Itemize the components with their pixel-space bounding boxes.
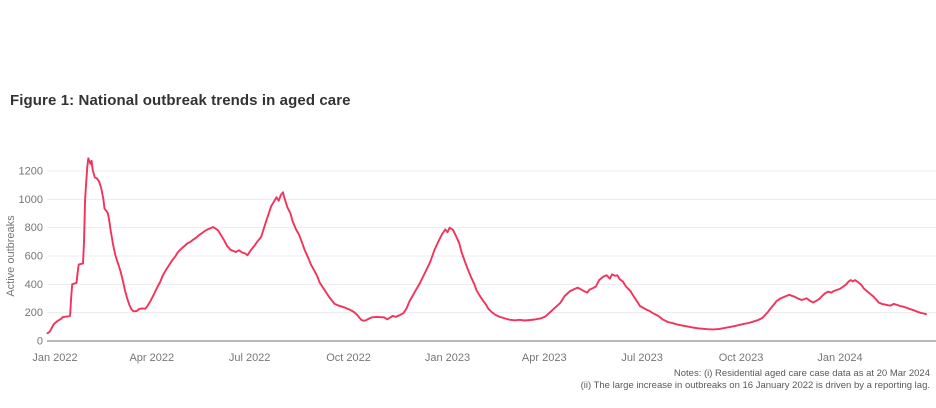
x-tick-label: Oct 2023 [719,352,764,364]
x-tick-label: Apr 2022 [129,352,174,364]
outbreaks-line-series [46,157,927,335]
y-tick-label: 400 [25,279,43,291]
x-tick-label: Oct 2022 [326,352,371,364]
chart-note-line-1: Notes: (i) Residential aged care case da… [673,368,930,379]
y-tick-label: 1000 [19,194,43,206]
x-tick-label: Jan 2023 [425,352,470,364]
x-tick-label: Jan 2024 [817,352,862,364]
chart-notes: Notes: (i) Residential aged care case da… [581,368,930,392]
y-tick-label: 600 [25,251,43,263]
y-axis-title: Active outbreaks [5,215,17,297]
y-tick-label: 800 [25,222,43,234]
y-tick-label: 200 [25,307,43,319]
x-tick-label: Jul 2022 [229,352,271,364]
figure-title: Figure 1: National outbreak trends in ag… [10,92,351,109]
y-tick-label: 1200 [19,166,43,178]
chart-note-line-2: (ii) The large increase in outbreaks on … [580,380,930,391]
x-tick-label: Jan 2022 [32,352,77,364]
y-tick-label: 0 [37,336,43,348]
x-tick-label: Jul 2023 [621,352,663,364]
x-tick-label: Apr 2023 [522,352,567,364]
